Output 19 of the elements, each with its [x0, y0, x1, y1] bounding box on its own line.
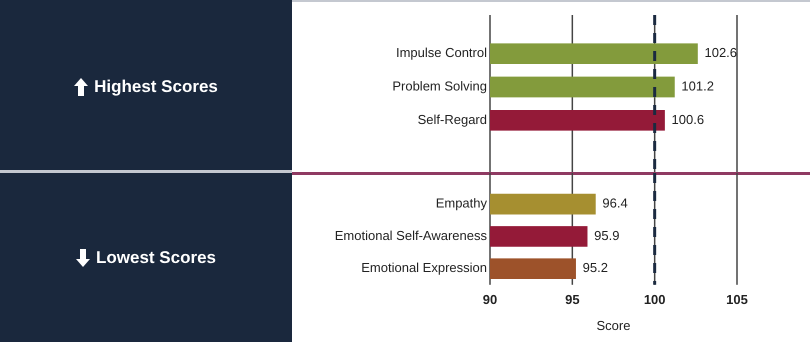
x-tick-label: 90	[482, 292, 498, 308]
x-tick-label: 100	[644, 292, 666, 308]
y-tick-label: Problem Solving	[392, 78, 487, 94]
data-label: 96.4	[602, 196, 628, 211]
data-label: 101.2	[681, 78, 714, 94]
y-tick-label: Emotional Self-Awareness	[334, 228, 488, 243]
data-label: 95.2	[582, 260, 608, 276]
y-tick-label: Empathy	[436, 196, 488, 211]
y-tick-label: Self-Regard	[418, 112, 487, 127]
y-tick-label: Impulse Control	[396, 45, 488, 60]
y-tick-label: Emotional Expression	[361, 260, 487, 276]
x-tick-label: 95	[565, 292, 580, 308]
x-axis-title: Score	[596, 318, 630, 333]
x-tick-label: 105	[726, 292, 748, 308]
text: Lowest Scores	[96, 248, 216, 268]
data-label: 95.9	[594, 228, 620, 243]
data-label: 102.6	[704, 45, 738, 60]
data-label: 100.6	[672, 112, 704, 127]
text: Highest Scores	[94, 77, 218, 97]
